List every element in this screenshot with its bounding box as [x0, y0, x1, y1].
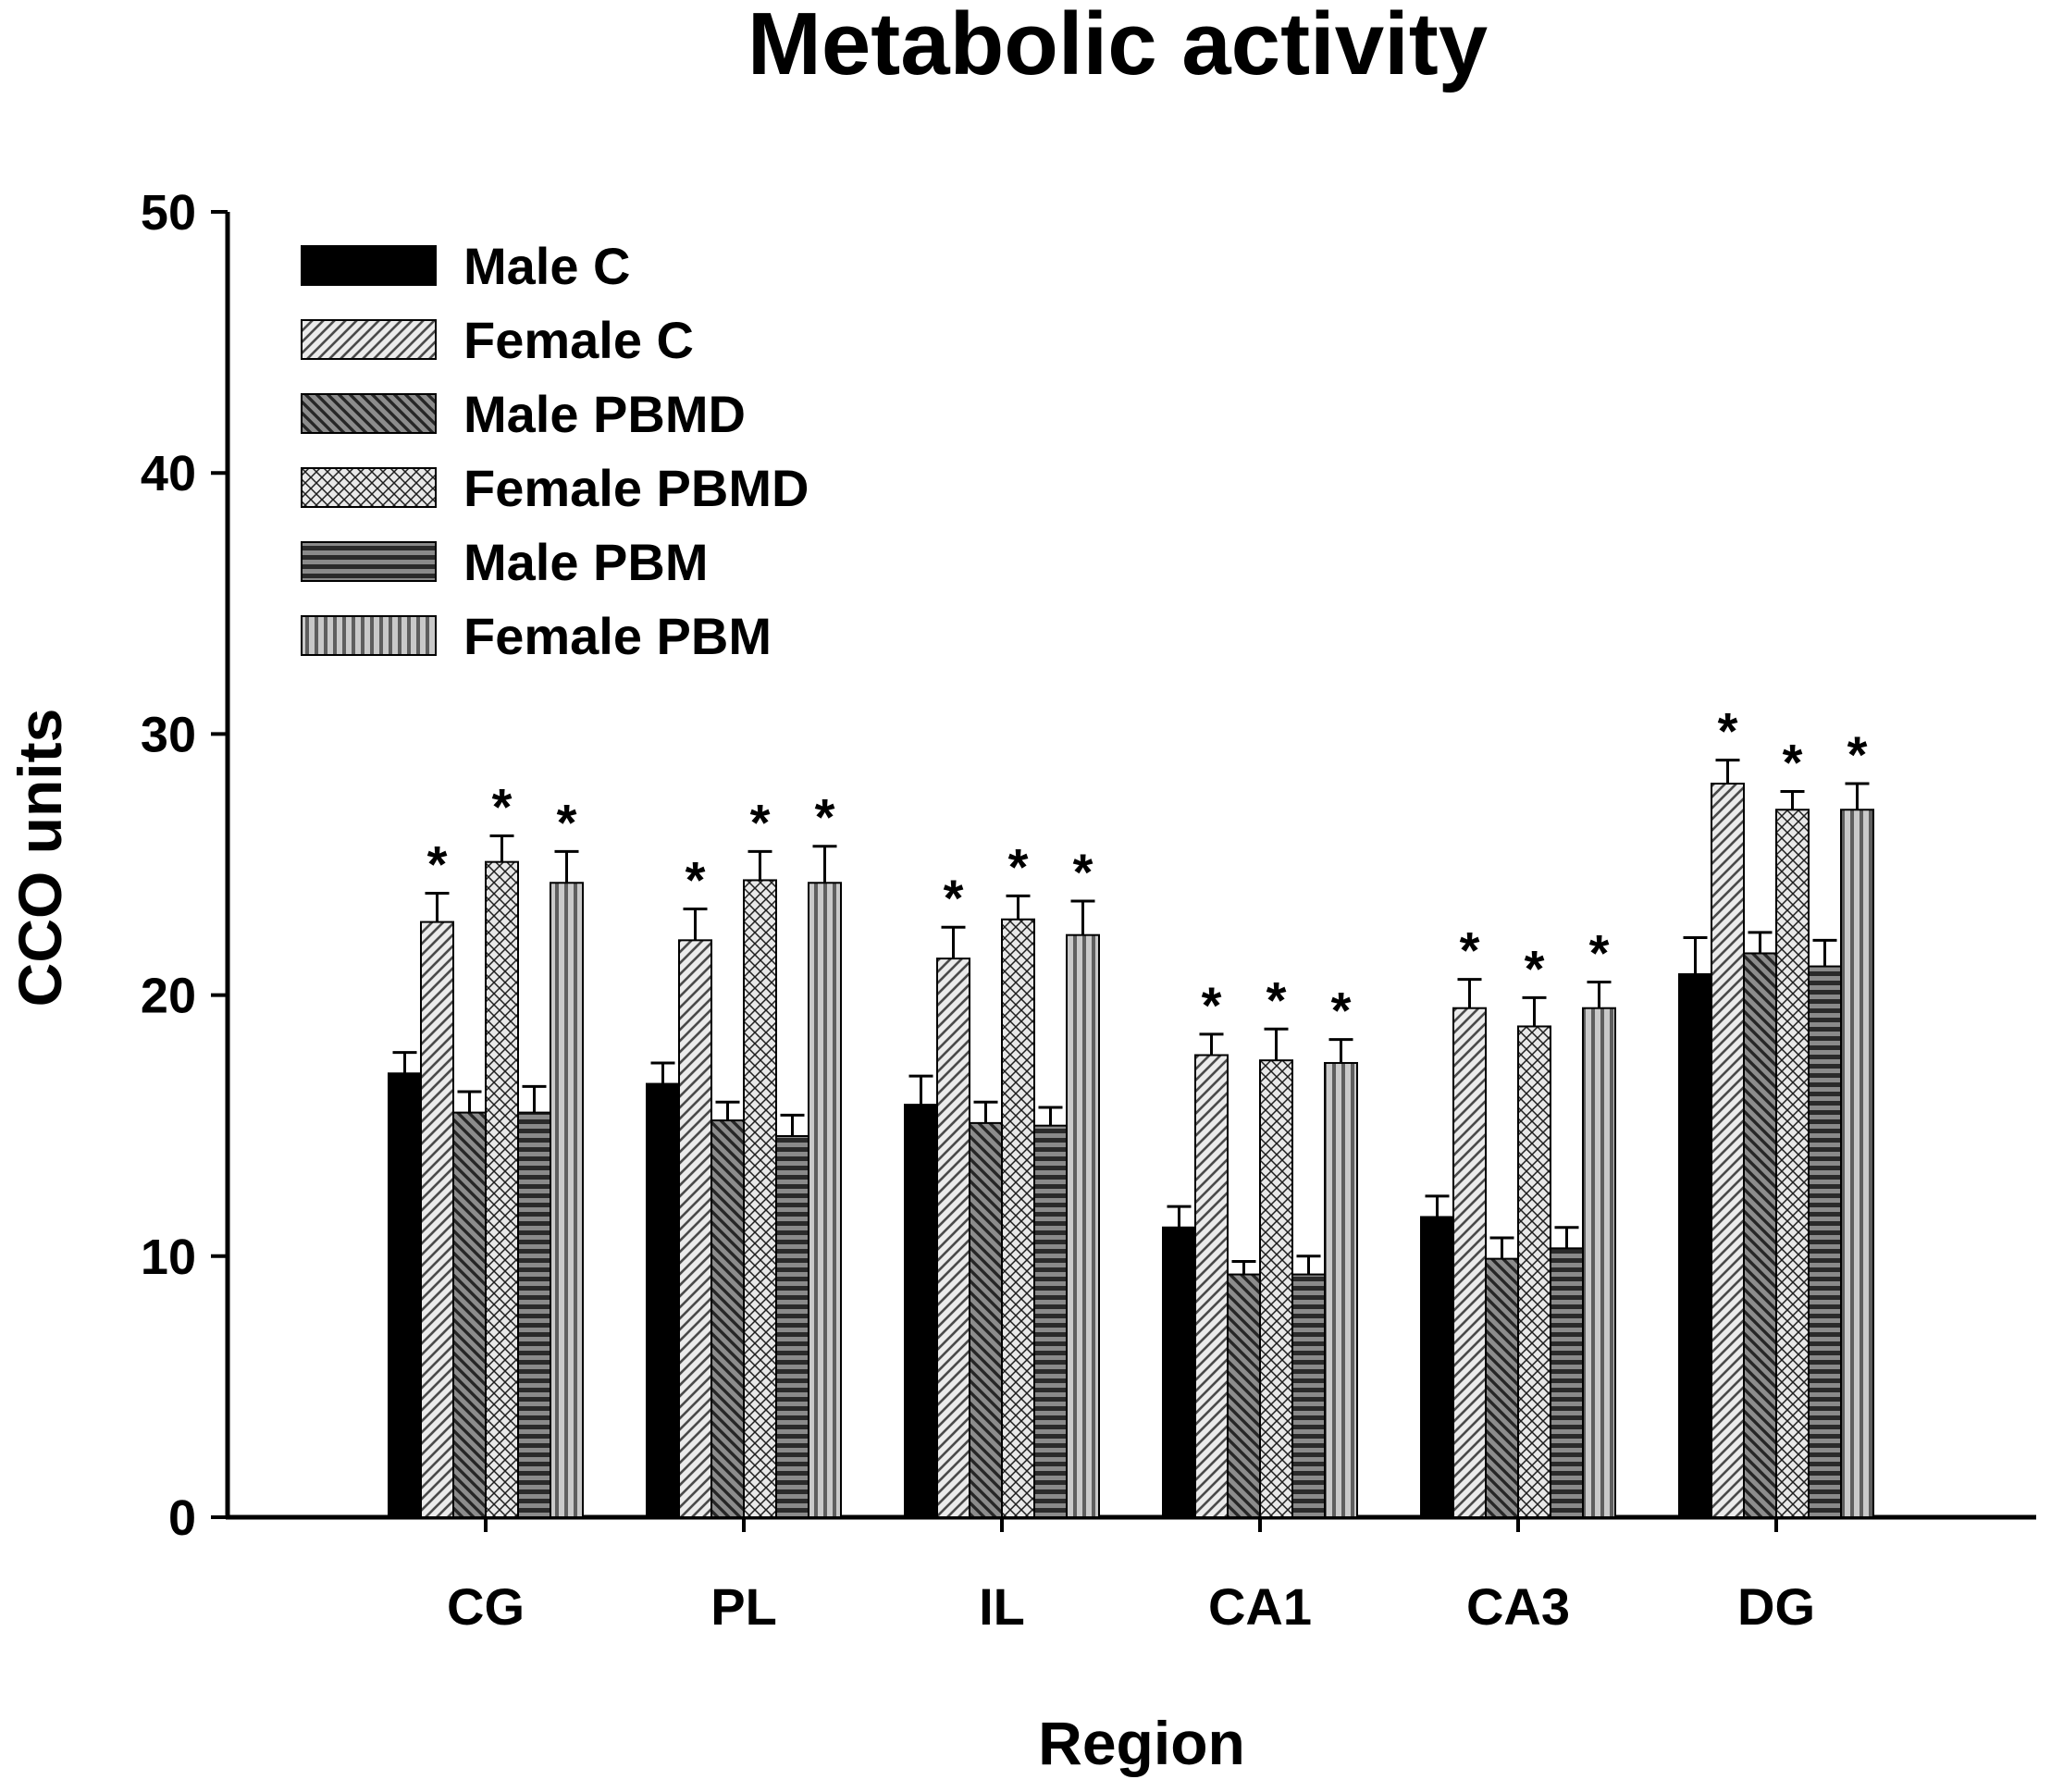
bar: [1162, 1226, 1196, 1519]
x-axis-ticks: CG PL IL CA1 CA3 DG: [447, 1517, 1815, 1636]
bar: [1452, 1007, 1487, 1518]
significance-star: *: [492, 777, 513, 835]
bar: [646, 1082, 680, 1518]
y-tick-label: 30: [141, 707, 196, 762]
bar: [1582, 1007, 1616, 1518]
bar: [710, 1119, 745, 1519]
bar: [452, 1111, 487, 1518]
chart-title: Metabolic activity: [748, 0, 1488, 93]
y-tick-label: 10: [141, 1230, 196, 1285]
x-tick-label: IL: [979, 1577, 1025, 1636]
bar: [1291, 1273, 1326, 1518]
x-tick-label: PL: [710, 1577, 777, 1636]
bar: [1259, 1059, 1293, 1519]
significance-star: *: [1589, 923, 1610, 982]
significance-star: *: [1783, 733, 1803, 791]
y-tick-label: 0: [168, 1490, 196, 1546]
legend-swatch: [301, 319, 437, 360]
legend-label: Male PBMD: [463, 385, 746, 443]
significance-star: *: [815, 788, 835, 847]
bar: [1324, 1061, 1358, 1519]
bar: [517, 1111, 551, 1518]
significance-star: *: [1202, 976, 1222, 1034]
bars: * * * * * * * * * * * * * * * * * *: [388, 702, 1874, 1519]
bar: [1001, 918, 1035, 1518]
legend-label: Male C: [463, 237, 631, 295]
x-axis-label: Region: [1038, 1709, 1245, 1777]
significance-star: *: [750, 793, 771, 851]
significance-star: *: [686, 850, 706, 908]
bar: [1808, 965, 1842, 1518]
bar: [1743, 952, 1777, 1518]
bar: [1066, 933, 1100, 1518]
bar: [550, 882, 584, 1518]
legend-label: Female C: [463, 311, 694, 369]
legend-swatch: [301, 393, 437, 434]
bar: [775, 1134, 809, 1519]
bar: [1711, 783, 1745, 1518]
bar: [1678, 973, 1712, 1519]
bar: [1517, 1025, 1551, 1518]
significance-star: *: [1008, 837, 1029, 896]
bar: [1420, 1216, 1454, 1518]
bar: [1485, 1257, 1519, 1518]
x-tick-label: DG: [1737, 1577, 1815, 1636]
bar: [1033, 1124, 1068, 1518]
bar: [1840, 809, 1874, 1518]
bar: [1194, 1054, 1229, 1518]
y-tick-label: 20: [141, 969, 196, 1024]
bar: [969, 1121, 1003, 1519]
legend-label: Female PBM: [463, 607, 772, 665]
legend-swatch: [301, 615, 437, 656]
significance-star: *: [1525, 939, 1545, 997]
bar: [388, 1072, 422, 1518]
significance-star: *: [1460, 921, 1480, 980]
bar: [678, 939, 712, 1518]
legend-label: Female PBMD: [463, 459, 809, 517]
y-tick-label: 50: [141, 185, 196, 241]
bar: [743, 879, 777, 1518]
y-tick-label: 40: [141, 446, 196, 501]
legend-swatch: [301, 467, 437, 508]
y-axis-label: CCO units: [6, 709, 74, 1007]
legend: Male C Female C Male PBMD Female PBMD Male P…: [301, 237, 809, 665]
x-tick-label: CA1: [1208, 1577, 1312, 1636]
x-tick-label: CA3: [1466, 1577, 1570, 1636]
legend-label: Male PBM: [463, 533, 709, 591]
significance-star: *: [944, 869, 964, 927]
bar: [485, 860, 519, 1518]
legend-swatch: [301, 541, 437, 582]
significance-star: *: [1718, 702, 1738, 760]
bar: [1227, 1273, 1261, 1518]
significance-star: *: [427, 835, 448, 894]
bar: [808, 882, 842, 1518]
significance-star: *: [1266, 970, 1287, 1029]
bar: [936, 958, 970, 1519]
bar: [904, 1104, 938, 1519]
significance-star: *: [557, 793, 577, 851]
significance-star: *: [1073, 843, 1093, 901]
x-tick-label: CG: [447, 1577, 525, 1636]
legend-swatch: [301, 245, 437, 286]
bar: [1775, 809, 1810, 1518]
significance-star: *: [1331, 982, 1352, 1040]
bar: [1550, 1247, 1584, 1518]
bar: [420, 921, 454, 1518]
significance-star: *: [1847, 725, 1868, 784]
y-axis-ticks: 0 10 20 30 40 50: [141, 185, 228, 1546]
